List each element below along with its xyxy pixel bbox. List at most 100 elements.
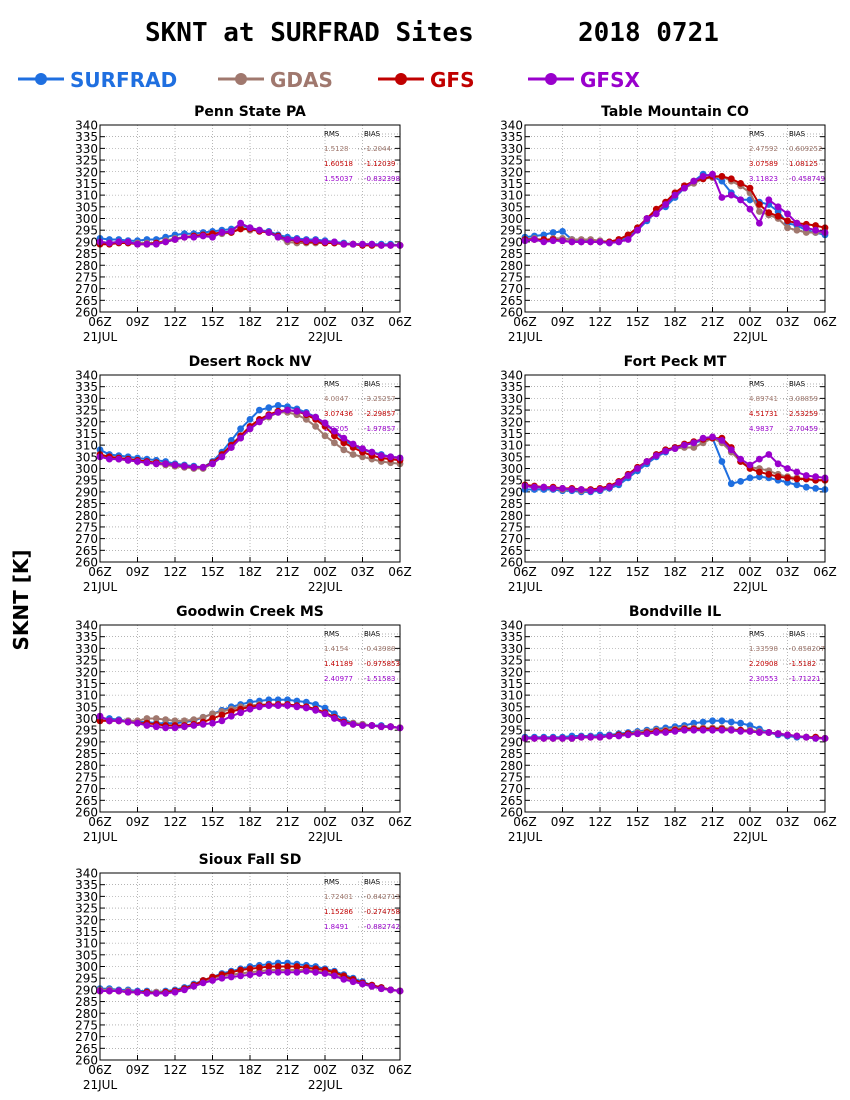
panel-desert-rock-nv: Desert Rock NV26026527027528028529029530… — [75, 354, 412, 594]
y-tick-label: 305 — [500, 450, 523, 464]
stats-rms-value: 2.40977 — [324, 675, 353, 683]
data-point — [624, 731, 632, 739]
data-point — [152, 723, 160, 731]
data-point — [106, 239, 113, 247]
data-point — [643, 730, 651, 738]
stats-rms-header: RMS — [324, 380, 340, 388]
stats-bias-header: BIAS — [364, 380, 381, 388]
x-tick-label: 03Z — [351, 315, 375, 329]
series-gfs — [96, 701, 404, 732]
data-point — [237, 425, 245, 433]
stats-rms-header: RMS — [324, 130, 340, 138]
y-tick-label: 270 — [75, 782, 98, 796]
data-point — [293, 968, 301, 976]
data-point — [377, 452, 385, 459]
stats-bias-header: BIAS — [364, 630, 381, 638]
data-point — [368, 722, 376, 729]
data-point — [587, 733, 594, 741]
y-tick-label: 340 — [500, 369, 523, 383]
data-point — [634, 465, 641, 472]
y-tick-label: 270 — [75, 1030, 98, 1044]
data-point — [568, 238, 576, 246]
data-point — [793, 226, 801, 234]
y-tick-label: 315 — [75, 427, 98, 441]
data-point — [377, 723, 385, 731]
data-point — [662, 729, 669, 736]
plot-frame — [99, 374, 401, 563]
data-point — [756, 729, 763, 736]
y-tick-label: 305 — [500, 700, 523, 714]
plot-area — [521, 717, 829, 742]
data-point — [302, 416, 310, 423]
data-point — [181, 986, 188, 994]
data-point — [359, 453, 366, 461]
stats-bias-value: -0.858207 — [789, 645, 825, 653]
x-date-label: 21JUL — [508, 830, 543, 844]
y-tick-label: 320 — [75, 665, 98, 679]
data-point — [652, 210, 660, 218]
x-tick-label: 09Z — [551, 815, 575, 829]
x-tick-label: 06Z — [88, 565, 112, 579]
y-tick-label: 310 — [75, 937, 98, 951]
data-point — [115, 455, 123, 463]
data-point — [134, 988, 141, 996]
figure-title: SKNT at SURFRAD Sites — [145, 18, 474, 48]
data-point — [302, 967, 310, 975]
data-point — [331, 432, 338, 440]
x-date-label: 21JUL — [83, 1078, 118, 1092]
data-point — [124, 988, 132, 996]
y-tick-label: 275 — [500, 520, 523, 534]
data-point — [784, 210, 791, 218]
data-point — [190, 722, 198, 729]
y-tick-label: 295 — [75, 474, 98, 488]
x-tick-label: 06Z — [388, 815, 412, 829]
data-point — [321, 704, 329, 712]
y-tick-label: 305 — [75, 200, 98, 214]
x-tick-label: 15Z — [626, 565, 650, 579]
data-point — [246, 965, 254, 973]
x-tick-label: 06Z — [813, 565, 837, 579]
x-tick-label: 06Z — [88, 1063, 112, 1077]
data-point — [690, 439, 698, 447]
y-tick-label: 325 — [500, 404, 523, 418]
stats-rms-value: 2.20908 — [749, 660, 778, 668]
data-point — [162, 724, 170, 732]
grid — [525, 625, 825, 812]
x-tick-label: 12Z — [588, 565, 612, 579]
data-point — [237, 219, 245, 227]
y-tick-label: 325 — [500, 654, 523, 668]
y-tick-label: 290 — [75, 983, 98, 997]
data-point — [756, 208, 763, 215]
panel-title: Bondville IL — [629, 604, 721, 620]
y-tick-label: 280 — [75, 509, 98, 523]
data-point — [284, 702, 291, 709]
y-tick-label: 260 — [500, 556, 523, 570]
stats-bias-value: -1.2044 — [364, 145, 392, 153]
data-point — [615, 479, 623, 486]
x-tick-label: 09Z — [551, 565, 575, 579]
data-point — [274, 702, 282, 709]
plot-frame — [99, 624, 401, 813]
data-point — [812, 485, 819, 492]
data-point — [690, 177, 698, 185]
x-tick-label: 06Z — [388, 1063, 412, 1077]
stats-rms-value: 1.60518 — [324, 160, 353, 168]
data-point — [199, 713, 207, 721]
data-point — [559, 735, 566, 742]
data-point — [265, 229, 273, 236]
y-tick-label: 320 — [75, 165, 98, 179]
data-point — [227, 973, 235, 981]
x-tick-label: 18Z — [238, 565, 262, 579]
data-point — [802, 224, 810, 232]
y-tick-label: 260 — [500, 306, 523, 320]
data-point — [143, 240, 151, 248]
stats-rms-value: 1.5128 — [324, 145, 349, 153]
data-point — [321, 432, 329, 440]
data-point — [349, 440, 357, 448]
data-point — [746, 474, 754, 482]
stats-table: RMS BIAS 2.47592 0.609252 3.07589 1.08125 3.11… — [749, 130, 827, 183]
data-point — [699, 173, 707, 180]
y-tick-label: 300 — [500, 212, 523, 226]
y-tick-label: 270 — [500, 782, 523, 796]
data-point — [340, 434, 348, 442]
